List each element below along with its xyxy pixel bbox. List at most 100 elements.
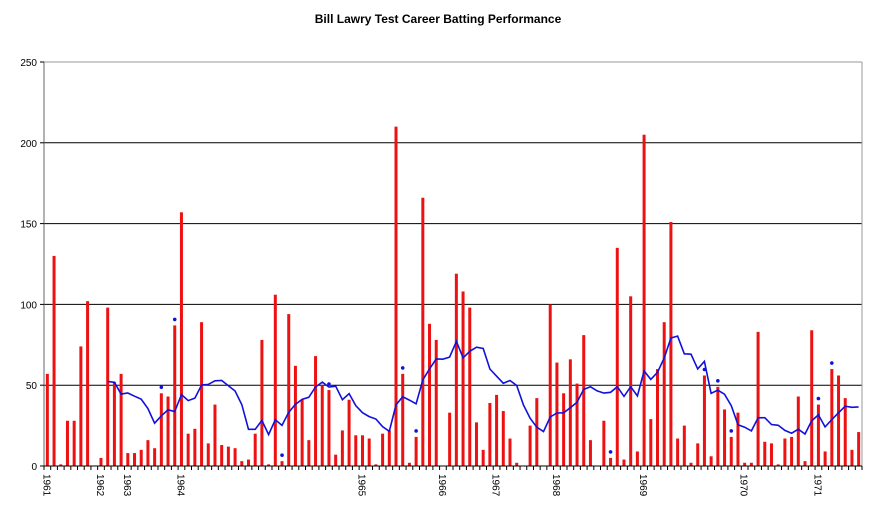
- score-bar: [448, 412, 452, 466]
- score-bar: [702, 375, 706, 466]
- score-bar: [374, 464, 378, 466]
- moving-average-path: [107, 335, 859, 437]
- year-label: 1964: [175, 474, 186, 497]
- score-bar: [548, 304, 552, 466]
- score-bar: [481, 449, 485, 466]
- not-out-marker: [729, 429, 734, 433]
- score-bar: [387, 430, 391, 466]
- score-bar: [300, 399, 304, 466]
- score-bar: [327, 390, 331, 466]
- score-bar: [635, 451, 639, 466]
- moving-average-line: [107, 335, 859, 437]
- score-bar: [86, 301, 90, 466]
- score-bar: [588, 440, 592, 466]
- score-bar: [173, 325, 177, 466]
- not-out-marker: [400, 366, 405, 370]
- score-bar: [153, 448, 157, 466]
- score-bar: [314, 356, 318, 466]
- score-bar: [837, 375, 841, 466]
- score-bar: [642, 134, 646, 466]
- score-bar: [763, 441, 767, 466]
- not-out-marker: [159, 385, 164, 390]
- score-bar: [575, 383, 579, 466]
- score-bar: [119, 373, 123, 466]
- score-bar: [501, 411, 505, 466]
- score-bar: [676, 438, 680, 466]
- score-bar: [334, 454, 338, 466]
- score-bar: [200, 322, 204, 466]
- score-bar: [226, 446, 230, 466]
- score-bar: [662, 322, 666, 466]
- score-bar: [267, 464, 271, 466]
- year-label: 1965: [356, 474, 367, 497]
- score-bar: [381, 433, 385, 466]
- score-bar: [360, 435, 364, 466]
- score-bar: [843, 398, 847, 466]
- score-bar: [166, 396, 170, 466]
- score-bar: [810, 330, 814, 466]
- score-bar: [769, 443, 773, 466]
- y-tick-label: 150: [20, 220, 37, 231]
- y-tick-label: 200: [20, 139, 37, 150]
- score-bar: [273, 294, 277, 466]
- y-axis-ticks: 0 50 100 150 200 250: [20, 58, 44, 473]
- score-bar: [340, 430, 344, 466]
- score-bar: [421, 197, 425, 466]
- year-label: 1966: [436, 474, 447, 497]
- score-bar: [857, 432, 861, 466]
- score-bar: [716, 386, 720, 466]
- not-out-marker: [172, 317, 177, 322]
- score-bar: [293, 365, 297, 466]
- score-bar: [213, 404, 217, 466]
- score-bar: [723, 409, 727, 466]
- score-bar: [474, 422, 478, 466]
- score-bar: [743, 462, 747, 466]
- score-bar: [394, 126, 398, 466]
- not-out-marker: [716, 379, 720, 383]
- score-bar: [287, 314, 291, 466]
- score-bar: [629, 296, 633, 466]
- score-bar: [622, 459, 626, 466]
- score-bar: [830, 369, 834, 466]
- score-bar: [79, 346, 83, 466]
- score-bar: [240, 461, 244, 466]
- score-bar: [850, 449, 854, 466]
- score-bar: [45, 373, 49, 466]
- score-bar: [112, 381, 116, 466]
- score-bar: [179, 212, 183, 466]
- score-bar: [65, 420, 69, 466]
- year-label: 1963: [121, 474, 132, 497]
- score-bar: [367, 438, 371, 466]
- score-bar: [649, 419, 653, 466]
- not-out-marker: [702, 367, 707, 372]
- score-bar: [233, 448, 237, 466]
- year-label: 1961: [40, 474, 51, 497]
- score-bar: [508, 438, 512, 466]
- score-bar: [253, 433, 257, 466]
- not-out-marker: [816, 396, 821, 401]
- year-label: 1970: [738, 474, 749, 497]
- year-label: 1968: [550, 474, 561, 497]
- y-tick-label: 50: [26, 381, 38, 392]
- score-bar: [220, 444, 224, 466]
- score-bar: [729, 436, 733, 466]
- score-bar: [776, 464, 780, 466]
- score-bar: [247, 459, 250, 466]
- score-bar: [354, 435, 358, 466]
- score-bar: [99, 457, 103, 466]
- score-bar: [139, 449, 143, 466]
- score-bar: [52, 255, 56, 466]
- score-bar: [307, 440, 311, 466]
- score-bar: [280, 461, 284, 466]
- score-bar: [434, 339, 438, 466]
- score-bar: [562, 393, 566, 466]
- not-out-marker: [280, 453, 284, 457]
- score-bar: [193, 428, 197, 466]
- score-bar: [736, 412, 740, 466]
- score-bar: [454, 273, 458, 466]
- score-bar: [186, 433, 190, 466]
- year-label: 1971: [811, 474, 822, 497]
- score-bar: [756, 331, 760, 466]
- not-out-marker: [830, 361, 834, 365]
